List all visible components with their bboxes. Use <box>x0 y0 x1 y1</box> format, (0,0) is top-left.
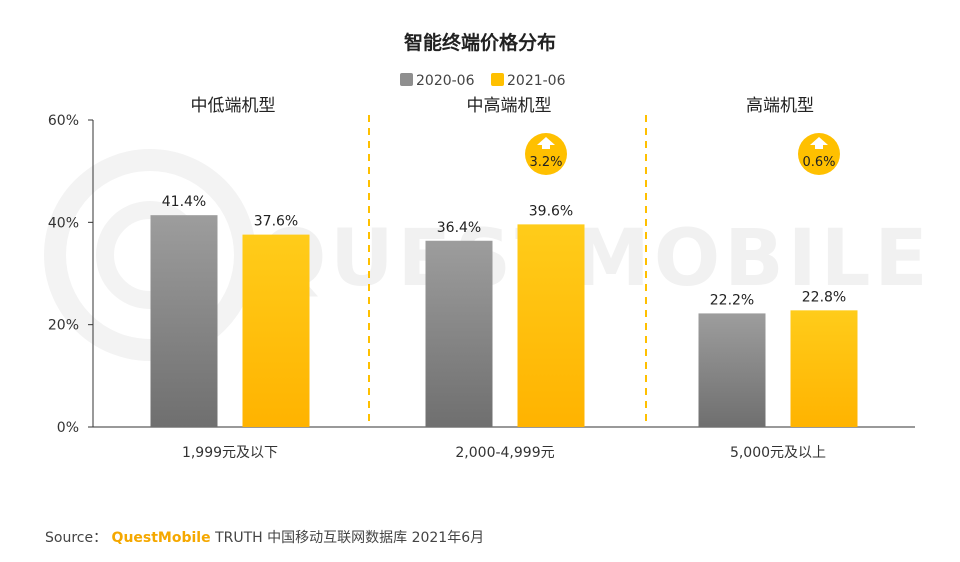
value-label-2021-06-0: 37.6% <box>254 214 298 230</box>
value-label-2021-06-1: 39.6% <box>529 203 573 219</box>
legend-label-2020: 2020-06 <box>416 73 475 89</box>
group-label-high: 高端机型 <box>746 96 814 116</box>
category-label-high: 5,000元及以上 <box>730 445 826 461</box>
y-axis: 0% 20% 40% 60% <box>48 113 94 436</box>
bar-2021-06-0 <box>242 234 310 427</box>
y-tick-label-60: 60% <box>48 113 79 129</box>
y-tick-label-0: 0% <box>57 420 79 436</box>
legend: 2020-06 2021-06 <box>400 73 566 89</box>
group-dividers <box>368 115 647 427</box>
value-label-2020-06-0: 41.4% <box>162 194 206 210</box>
bars <box>150 215 858 427</box>
bar-2021-06-2 <box>790 310 858 427</box>
chart-title: 智能终端价格分布 <box>404 31 556 54</box>
growth-badge-2: 0.6% <box>798 133 840 175</box>
group-labels: 中低端机型 中高端机型 高端机型 <box>191 96 815 116</box>
category-label-mid: 2,000-4,999元 <box>455 445 554 461</box>
legend-swatch-2021 <box>491 73 504 86</box>
badge-label-2: 0.6% <box>802 155 835 170</box>
growth-badge-1: 3.2% <box>525 133 567 175</box>
value-labels: 41.4% 36.4% 22.2% 37.6% 39.6% 22.8% <box>162 194 846 308</box>
group-label-low: 中低端机型 <box>191 96 276 116</box>
bar-2021-06-1 <box>517 224 585 427</box>
bar-2020-06-2 <box>698 313 766 427</box>
source-text: TRUTH 中国移动互联网数据库 2021年6月 <box>215 530 485 546</box>
badge-circle-1 <box>525 133 567 175</box>
source-note: Source： QuestMobile TRUTH 中国移动互联网数据库 202… <box>45 527 484 547</box>
category-label-low: 1,999元及以下 <box>182 445 278 461</box>
value-label-2020-06-1: 36.4% <box>437 220 481 236</box>
value-label-2020-06-2: 22.2% <box>710 292 754 308</box>
badges: 3.2% 0.6% <box>525 133 840 175</box>
watermark-text: QUESTMOBILE <box>260 214 932 304</box>
source-brand: QuestMobile <box>111 530 211 546</box>
arrow-up-icon <box>537 137 555 149</box>
category-labels: 1,999元及以下 2,000-4,999元 5,000元及以上 <box>182 445 826 461</box>
bar-2020-06-0 <box>150 215 218 427</box>
source-prefix: Source： <box>45 530 108 546</box>
legend-swatch-2020 <box>400 73 413 86</box>
group-label-mid: 中高端机型 <box>467 96 552 116</box>
watermark: QUESTMOBILE <box>44 149 932 361</box>
badge-label-1: 3.2% <box>529 155 562 170</box>
bar-2020-06-1 <box>425 240 493 427</box>
y-tick-label-40: 40% <box>48 215 79 231</box>
badge-circle-2 <box>798 133 840 175</box>
legend-label-2021: 2021-06 <box>507 73 566 89</box>
value-label-2021-06-2: 22.8% <box>802 289 846 305</box>
y-tick-label-20: 20% <box>48 318 79 334</box>
arrow-up-icon <box>810 137 828 149</box>
